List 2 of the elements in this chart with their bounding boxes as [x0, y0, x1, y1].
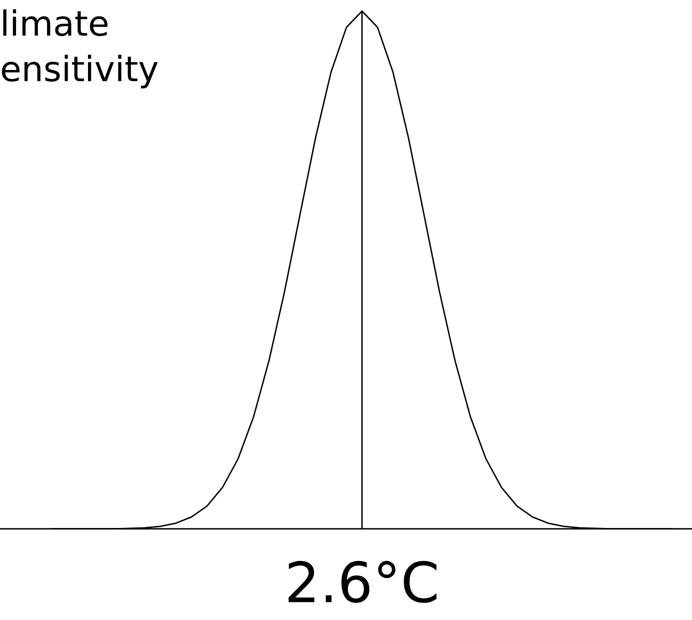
text: limate ensitivity [2, 9, 158, 88]
text: 2.6°C [288, 560, 436, 603]
